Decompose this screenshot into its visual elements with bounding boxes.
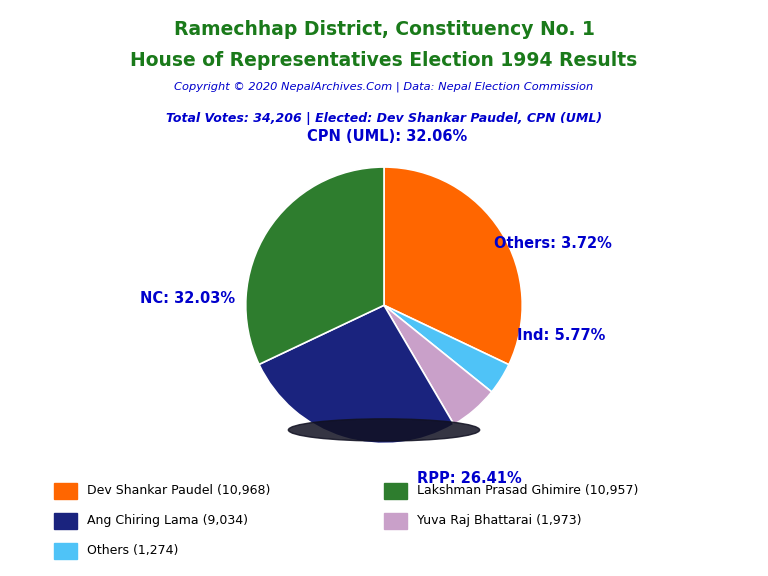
Text: NC: 32.03%: NC: 32.03% [140,291,235,306]
Wedge shape [384,305,509,392]
Text: Yuva Raj Bhattarai (1,973): Yuva Raj Bhattarai (1,973) [417,514,581,527]
Text: House of Representatives Election 1994 Results: House of Representatives Election 1994 R… [131,51,637,70]
Wedge shape [259,305,454,444]
Text: Dev Shankar Paudel (10,968): Dev Shankar Paudel (10,968) [87,484,270,497]
Wedge shape [246,167,384,365]
Text: Ang Chiring Lama (9,034): Ang Chiring Lama (9,034) [87,514,248,527]
Text: Others: 3.72%: Others: 3.72% [494,236,611,251]
Text: Ind: 5.77%: Ind: 5.77% [517,328,605,343]
Text: Lakshman Prasad Ghimire (10,957): Lakshman Prasad Ghimire (10,957) [417,484,638,497]
Text: Ramechhap District, Constituency No. 1: Ramechhap District, Constituency No. 1 [174,20,594,39]
Text: RPP: 26.41%: RPP: 26.41% [417,471,522,486]
Text: CPN (UML): 32.06%: CPN (UML): 32.06% [306,129,467,144]
Text: Total Votes: 34,206 | Elected: Dev Shankar Paudel, CPN (UML): Total Votes: 34,206 | Elected: Dev Shank… [166,112,602,126]
Wedge shape [384,167,522,365]
Wedge shape [384,305,492,425]
Ellipse shape [288,419,480,441]
Text: Copyright © 2020 NepalArchives.Com | Data: Nepal Election Commission: Copyright © 2020 NepalArchives.Com | Dat… [174,82,594,92]
Text: Others (1,274): Others (1,274) [87,544,178,557]
